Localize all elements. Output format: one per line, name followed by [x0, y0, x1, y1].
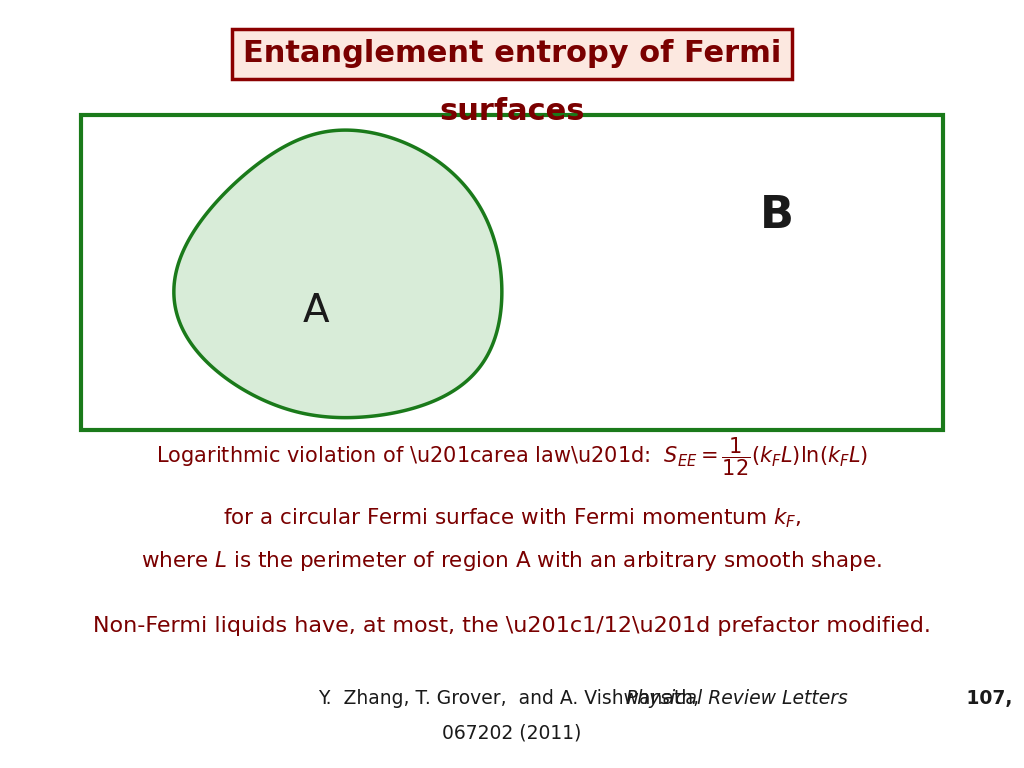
Text: B: B — [760, 194, 794, 237]
Text: 107,: 107, — [11, 690, 1013, 708]
Text: Non-Fermi liquids have, at most, the \u201c1/12\u201d prefactor modified.: Non-Fermi liquids have, at most, the \u2… — [93, 616, 931, 636]
Text: 067202 (2011): 067202 (2011) — [442, 724, 582, 743]
Text: Entanglement entropy of Fermi: Entanglement entropy of Fermi — [243, 39, 781, 68]
Text: for a circular Fermi surface with Fermi momentum $k_F$,: for a circular Fermi surface with Fermi … — [222, 507, 802, 530]
Text: Physical Review Letters: Physical Review Letters — [176, 690, 848, 708]
Text: surfaces: surfaces — [439, 97, 585, 126]
Text: Logarithmic violation of \u201carea law\u201d:  $S_{EE} = \dfrac{1}{12}(k_F L)\l: Logarithmic violation of \u201carea law\… — [156, 435, 868, 478]
Text: A: A — [303, 292, 330, 330]
FancyBboxPatch shape — [81, 115, 943, 430]
Polygon shape — [174, 130, 502, 418]
Text: where $L$ is the perimeter of region A with an arbitrary smooth shape.: where $L$ is the perimeter of region A w… — [141, 548, 883, 573]
Text: Y.  Zhang, T. Grover,  and A. Vishwanath,: Y. Zhang, T. Grover, and A. Vishwanath, — [318, 690, 706, 708]
